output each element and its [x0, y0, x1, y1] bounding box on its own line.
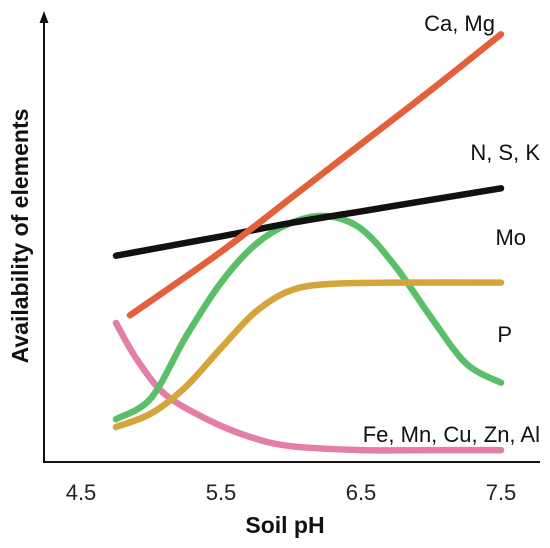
x-tick-label: 7.5 [486, 480, 517, 505]
y-axis-title: Availability of elements [7, 109, 33, 364]
series-labels: Ca, Mg N, S, K Mo P Fe, Mn, Cu, Zn, Al [363, 11, 541, 447]
x-tick-label: 4.5 [66, 480, 97, 505]
series-line-ca-mg [126, 31, 505, 319]
series-label-ca-mg: Ca, Mg [424, 11, 495, 36]
x-axis-title: Soil pH [245, 512, 324, 538]
series-label-mo: Mo [495, 225, 526, 250]
series-line-mo [112, 279, 505, 431]
series-line-fe-mn-cu-zn-al [112, 319, 505, 454]
series-line-n-s-k [112, 185, 505, 259]
x-tick-labels: 4.5 5.5 6.5 7.5 [66, 480, 517, 505]
series-label-n-s-k: N, S, K [470, 140, 540, 165]
curves [112, 31, 505, 454]
series-label-p: P [497, 322, 512, 347]
y-axis-arrow-icon [39, 11, 49, 23]
x-tick-label: 5.5 [206, 480, 237, 505]
axes [39, 11, 540, 463]
series-label-fe-mn-cu-zn-al: Fe, Mn, Cu, Zn, Al [363, 422, 540, 447]
x-tick-label: 6.5 [346, 480, 377, 505]
